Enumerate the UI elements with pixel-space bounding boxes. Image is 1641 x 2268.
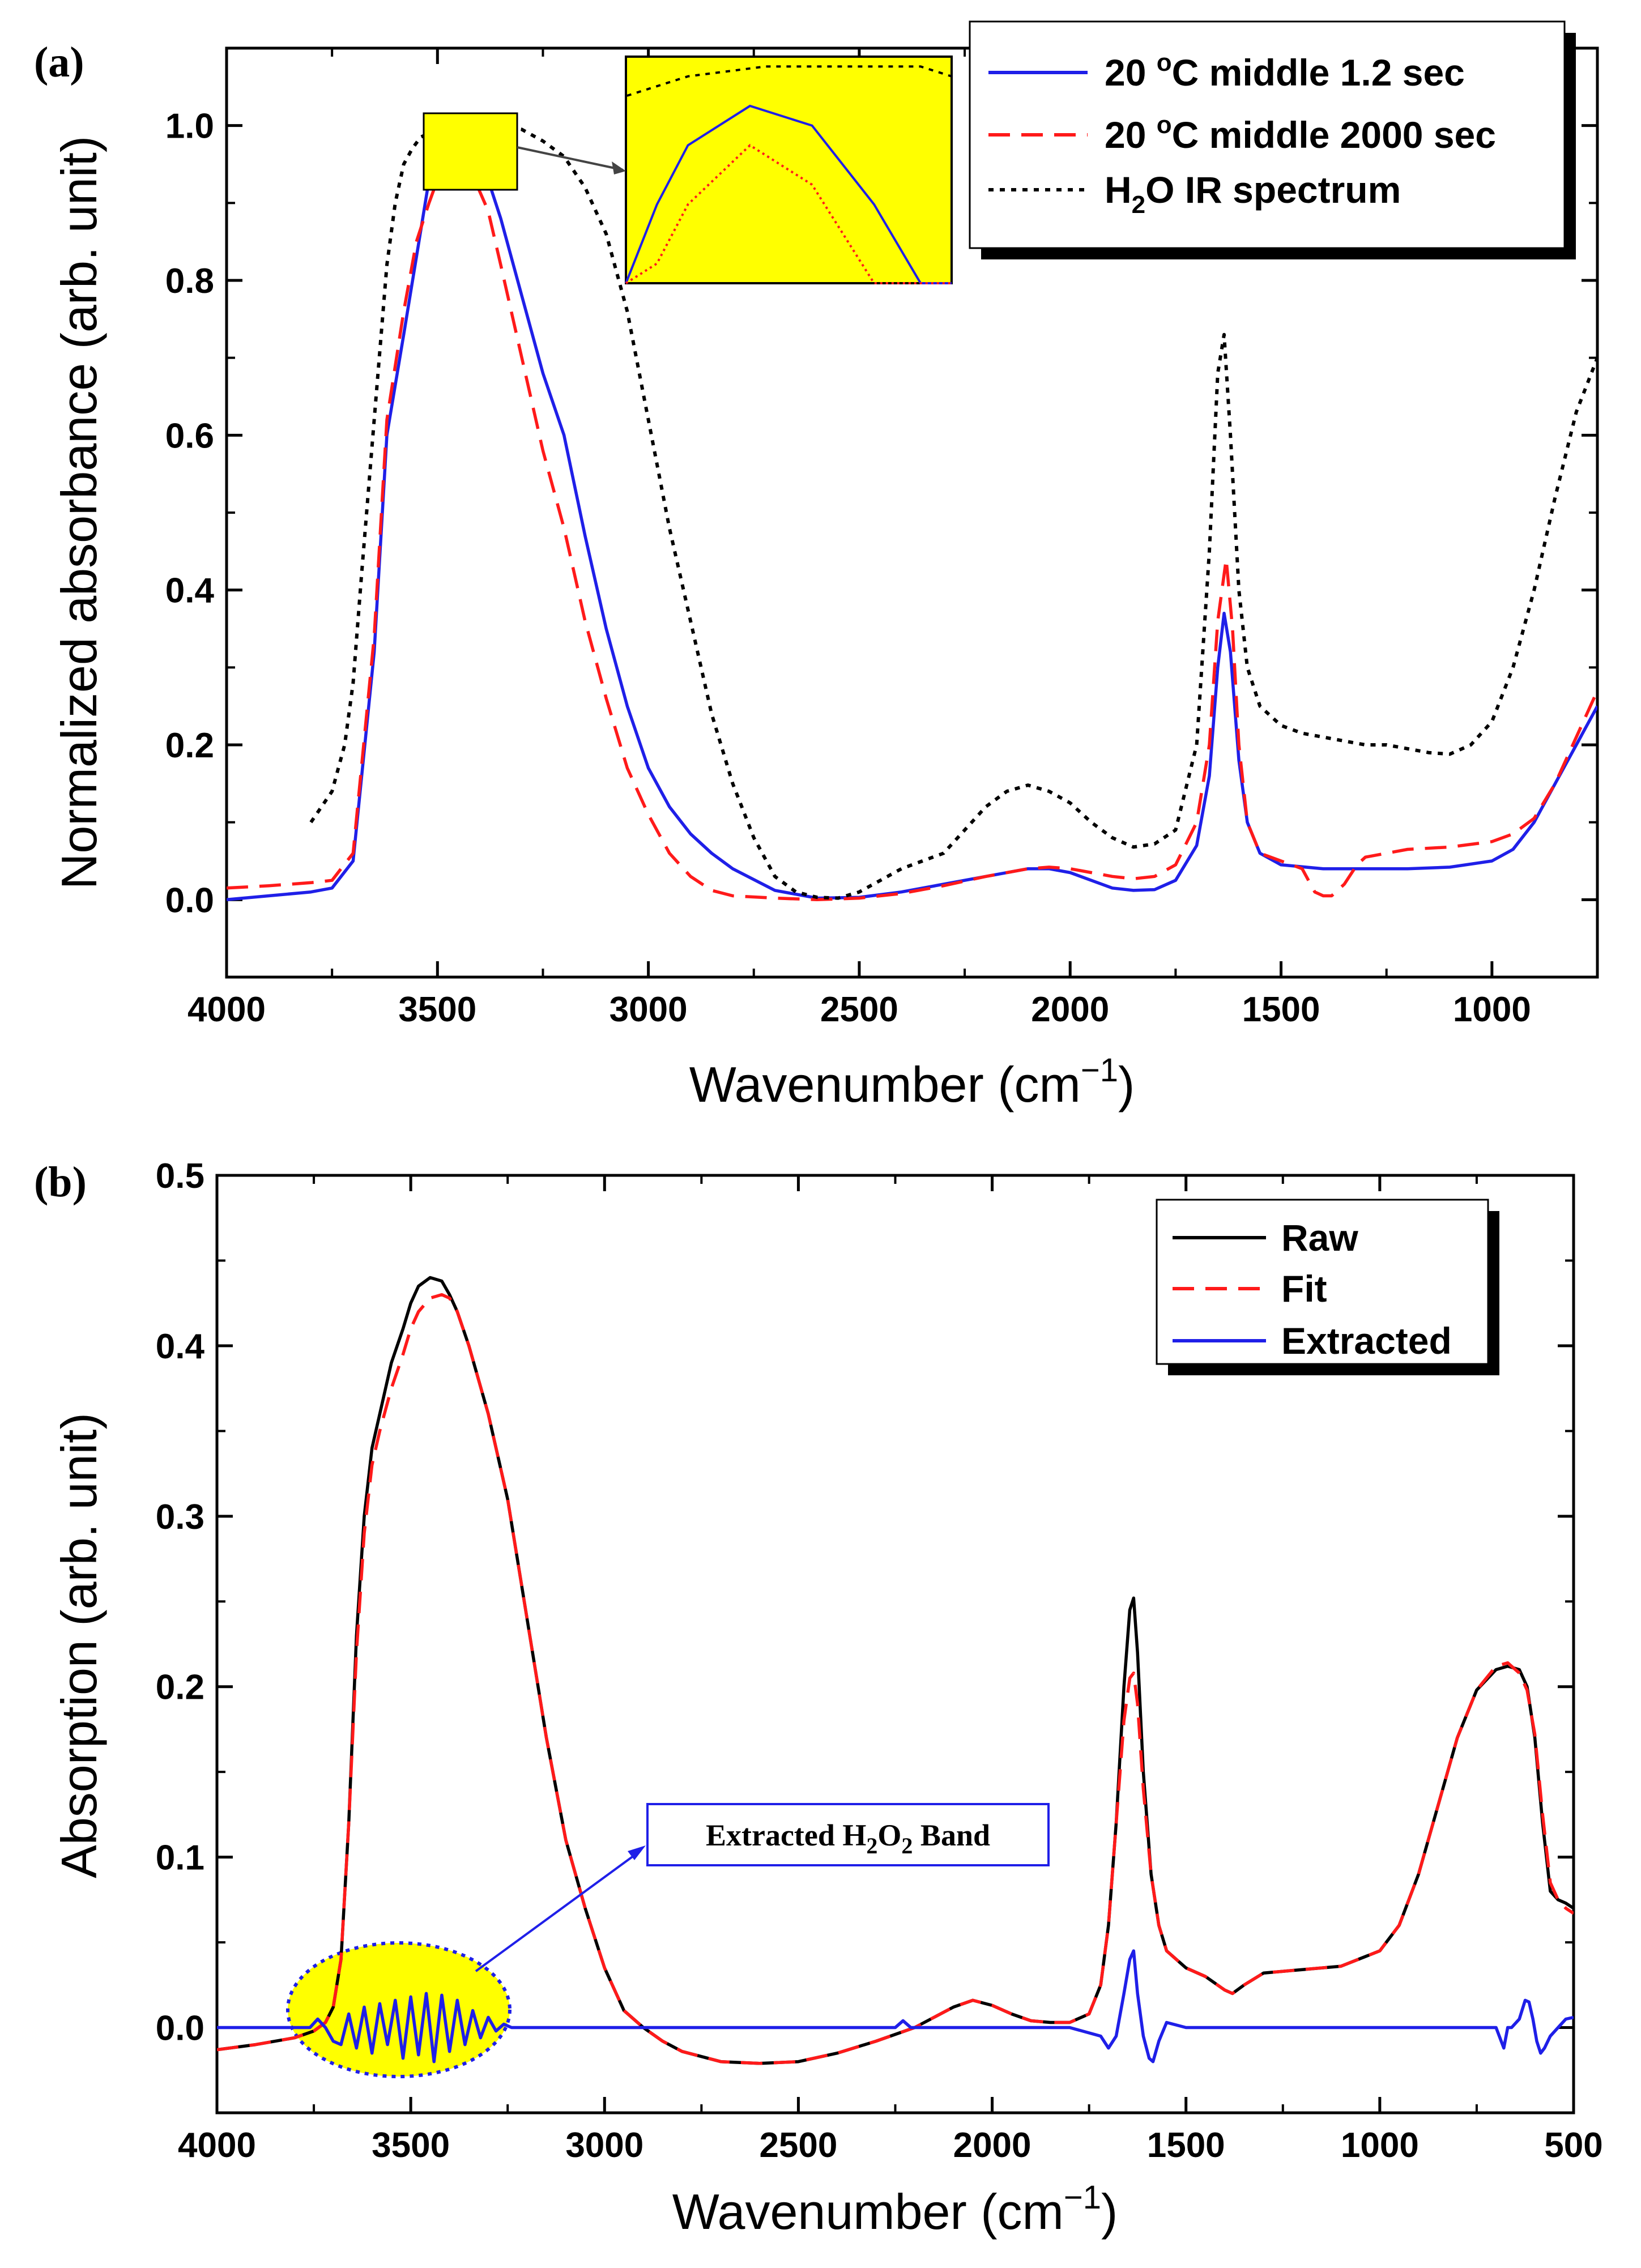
x-tick-label: 2500 [820,990,898,1029]
legend-label-extracted: Extracted [1281,1320,1452,1362]
annotation-arrowhead [628,1845,646,1860]
panel-label-b: (b) [34,1158,87,1206]
x-tick-label: 2500 [759,2126,837,2165]
inset-pointer-line [517,146,624,171]
series-group-b [217,1276,1574,2065]
legend-label-2000sec: 20 oC middle 2000 sec [1105,111,1496,156]
y-tick-label: 0.0 [165,881,214,920]
y-axis-title-b: Absorption (arb. unit) [51,1413,107,1878]
legend-label-fit: Fit [1281,1268,1327,1310]
legend-label-1-2sec: 20 oC middle 1.2 sec [1105,49,1465,93]
y-tick-label: 0.0 [156,2009,204,2048]
peak-highlight-box [423,112,518,191]
y-tick-label: 0.6 [165,416,214,455]
axis-ticks-b: 4000 3500 3000 2500 2000 1500 1000 500 0.0 0.1 0.2… [156,1157,1603,2165]
x-tick-label: 4000 [187,990,266,1029]
x-tick-label: 1500 [1147,2126,1225,2165]
x-tick-label: 500 [1544,2126,1602,2165]
legend-a: 20 oC middle 1.2 sec 20 oC middle 2000 s… [969,20,1576,259]
panel-label-a: (a) [34,39,84,86]
x-axis-title-a: Wavenumber (cm−1) [689,1052,1135,1112]
annotation-arrow-line [475,1850,641,1972]
x-tick-label: 2000 [1031,990,1109,1029]
y-tick-label: 0.4 [165,572,215,611]
annotation-box [646,1803,1050,1866]
series-fit [217,1293,1574,2065]
inset-series-h2o-ir-spectrum [625,65,952,126]
x-tick-label: 3000 [565,2126,643,2165]
legend-b: Raw Fit Extracted [1156,1199,1499,1375]
annotation-label: Extracted H2O2 Band [706,1818,990,1858]
panel-b: 4000 3500 3000 2500 2000 1500 1000 500 0.0 0.1 0.2… [34,1157,1603,2240]
x-tick-label: 3000 [609,990,688,1029]
y-tick-label: 0.4 [156,1327,205,1366]
y-tick-label: 0.1 [156,1839,204,1878]
legend-box-b [1156,1199,1489,1365]
legend-label-h2o: H2O IR spectrum [1105,169,1401,219]
h2o2-band-highlight [286,1941,512,2078]
series-h2o-ir-spectrum [309,123,1597,900]
x-tick-label: 2000 [953,2126,1032,2165]
series-extracted [217,1949,1574,2064]
panel-a: 4000 3500 3000 2500 2000 1500 1000 0.0 0.2 0.4 0.6… [34,20,1599,1112]
x-tick-label: 3500 [372,2126,450,2165]
x-axis-title-b: Wavenumber (cm−1) [672,2179,1118,2240]
x-tick-label: 1000 [1453,990,1531,1029]
inset-series-20-c-middle-1-2-sec [625,104,952,284]
x-tick-label: 1500 [1242,990,1320,1029]
x-tick-label: 1000 [1341,2126,1419,2165]
y-tick-label: 0.2 [165,726,214,765]
y-axis-title-a: Normalized absorbance (arb. unit) [51,136,107,889]
x-tick-label: 3500 [398,990,476,1029]
inset-pointer-arrowhead [612,161,626,174]
y-tick-label: 0.8 [165,262,214,301]
legend-label-raw: Raw [1281,1217,1358,1259]
y-tick-label: 0.5 [156,1157,204,1196]
x-tick-label: 4000 [178,2126,256,2165]
inset-zoom [625,56,953,284]
y-tick-label: 1.0 [165,107,214,146]
y-tick-label: 0.2 [156,1668,204,1707]
y-tick-label: 0.3 [156,1498,204,1537]
